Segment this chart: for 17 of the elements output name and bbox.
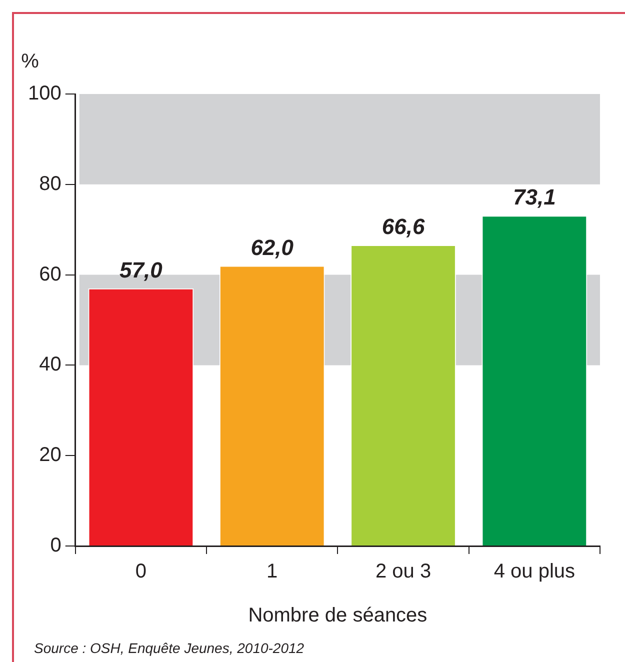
data-label: 66,6 bbox=[382, 214, 426, 240]
x-tick-label: 2 ou 3 bbox=[375, 560, 432, 583]
data-label: 62,0 bbox=[250, 234, 294, 260]
y-tick-label: 20 bbox=[39, 444, 62, 466]
y-axis-title: % bbox=[21, 50, 40, 73]
y-tick-label: 40 bbox=[39, 354, 62, 376]
x-tick-label: 1 bbox=[266, 560, 278, 583]
data-label: 57,0 bbox=[120, 257, 164, 282]
y-tick-label: 80 bbox=[39, 172, 62, 195]
x-tick-label: 4 ou plus bbox=[494, 560, 576, 583]
data-label: 73,1 bbox=[513, 184, 556, 210]
x-tick-label: 0 bbox=[135, 560, 147, 583]
x-axis-title: Nombre de séances bbox=[248, 604, 428, 627]
y-tick-label: 0 bbox=[50, 534, 62, 557]
source-note: Source : OSH, Enquête Jeunes, 2010-2012 bbox=[34, 640, 304, 656]
y-tick-label: 60 bbox=[39, 263, 62, 286]
y-tick-label: 100 bbox=[28, 82, 62, 105]
